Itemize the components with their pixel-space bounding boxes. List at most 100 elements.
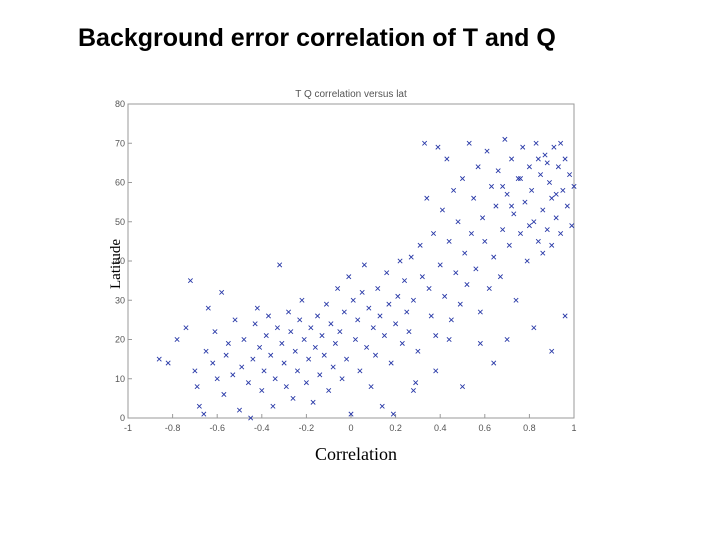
scatter-point	[370, 325, 376, 331]
scatter-point	[569, 223, 575, 229]
scatter-point	[252, 321, 258, 327]
scatter-point	[388, 360, 394, 366]
y-tick-label: 80	[115, 99, 125, 109]
y-tick-label: 60	[115, 178, 125, 188]
scatter-point	[219, 289, 225, 295]
x-tick-label: 0.2	[389, 423, 402, 433]
scatter-point	[493, 203, 499, 209]
scatter-point	[437, 262, 443, 268]
scatter-point	[230, 372, 236, 378]
scatter-point	[504, 191, 510, 197]
scatter-point	[502, 136, 508, 142]
scatter-point	[321, 352, 327, 358]
y-tick-label: 10	[115, 374, 125, 384]
scatter-point	[424, 195, 430, 201]
scatter-point	[402, 278, 408, 284]
y-tick-label: 40	[115, 256, 125, 266]
scatter-point	[294, 368, 300, 374]
scatter-point	[553, 215, 559, 221]
scatter-point	[379, 403, 385, 409]
scatter-point	[283, 384, 289, 390]
scatter-point	[225, 340, 231, 346]
scatter-point	[511, 211, 517, 217]
x-tick-label: 0.8	[523, 423, 536, 433]
scatter-point	[535, 238, 541, 244]
scatter-point	[446, 336, 452, 343]
scatter-point	[526, 223, 532, 229]
scatter-point	[459, 176, 466, 182]
scatter-point	[422, 140, 428, 146]
scatter-point	[297, 317, 303, 323]
chart-inner-title: T Q correlation versus lat	[295, 89, 407, 100]
scatter-point	[381, 333, 387, 339]
scatter-point	[435, 144, 441, 150]
scatter-point	[187, 278, 193, 284]
scatter-point	[480, 215, 486, 221]
scatter-point	[355, 317, 361, 323]
scatter-point	[339, 376, 345, 382]
scatter-point	[444, 156, 450, 162]
scatter-point	[549, 195, 555, 201]
scatter-point	[506, 242, 512, 248]
scatter-point	[464, 282, 470, 288]
scatter-point	[571, 183, 577, 189]
scatter-point	[257, 344, 263, 350]
y-tick-label: 0	[120, 413, 125, 423]
scatter-point	[210, 360, 216, 366]
scatter-point	[473, 266, 479, 272]
scatter-point	[232, 317, 238, 323]
scatter-point	[453, 270, 459, 276]
scatter-point	[451, 187, 457, 193]
scatter-point	[310, 399, 316, 405]
scatter-point	[406, 329, 412, 335]
scatter-point	[205, 305, 211, 311]
scatter-point	[560, 187, 566, 193]
scatter-point	[455, 219, 461, 225]
scatter-point	[221, 391, 227, 397]
scatter-point	[491, 254, 497, 260]
scatter-point	[290, 395, 296, 401]
x-axis-ticks: -1 -0.8 -0.6 -0.4 -0.2 0 0.2 0.4 0.6 0.8 1	[124, 414, 577, 433]
y-axis-label: Latitude	[108, 239, 124, 289]
scatter-point	[301, 336, 307, 343]
scatter-point	[428, 313, 434, 319]
scatter-point	[551, 144, 557, 150]
scatter-point	[214, 376, 220, 382]
scatter-point	[332, 340, 338, 346]
scatter-point	[533, 140, 539, 146]
scatter-point	[288, 329, 294, 335]
scatter-point	[520, 144, 526, 150]
y-tick-label: 30	[115, 295, 125, 305]
scatter-point	[390, 411, 396, 417]
scatter-point	[259, 388, 265, 394]
scatter-point	[513, 297, 519, 303]
scatter-point	[484, 148, 490, 154]
scatter-point	[529, 187, 535, 193]
scatter-point	[558, 231, 564, 237]
scatter-point	[384, 270, 390, 276]
y-tick-label: 50	[115, 217, 125, 227]
scatter-point	[348, 411, 354, 417]
scatter-point	[368, 384, 374, 390]
x-tick-label: 0	[348, 423, 353, 433]
scatter-point	[274, 325, 280, 331]
scatter-point	[509, 156, 515, 162]
scatter-point	[558, 140, 564, 146]
scatter-point	[312, 344, 318, 350]
scatter-point	[419, 274, 425, 280]
scatter-point	[317, 372, 323, 378]
scatter-point	[393, 321, 399, 327]
scatter-point	[475, 164, 481, 170]
scatter-point	[477, 340, 483, 346]
scatter-point	[183, 325, 189, 331]
y-axis-ticks: 0 10 20 30 40 50 60 70 80	[115, 99, 132, 423]
x-tick-label: -0.2	[299, 423, 315, 433]
scatter-point	[433, 333, 439, 339]
x-axis-label: Correlation	[315, 444, 397, 464]
scatter-point	[270, 403, 276, 409]
scatter-point	[263, 333, 269, 339]
scatter-point	[277, 262, 283, 268]
scatter-point	[448, 317, 454, 323]
scatter-point	[366, 305, 372, 311]
